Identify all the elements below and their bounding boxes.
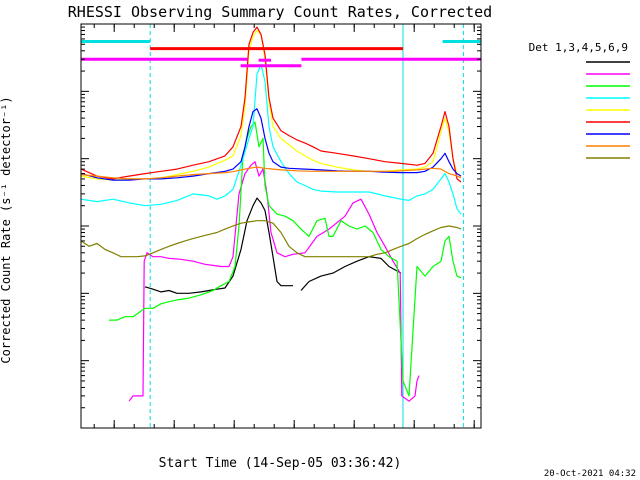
series-4-segment-0 [80,29,462,181]
plot-area [80,24,481,428]
series-6-segment-0 [80,108,462,181]
legend-title: Det 1,3,4,5,6,9 [529,41,628,54]
legend [586,61,630,159]
x-axis-label: Start Time (14-Sep-05 03:36:42) [159,456,402,471]
series-8-segment-0 [80,220,462,258]
y-axis-label: Corrected Count Rate (s⁻¹ detector⁻¹) [0,96,13,363]
series-0-segment-0 [144,197,293,294]
axes [80,23,482,429]
footer-date: 20-Oct-2021 04:32 [544,469,636,479]
series-0-segment-1 [300,256,402,291]
series-7-segment-0 [80,166,462,180]
series-1-segment-0 [128,161,420,402]
series-2-segment-0 [109,121,462,397]
chart-title: RHESSI Observing Summary Count Rates, Co… [68,3,492,21]
series-5-segment-0 [80,26,462,183]
series-3-segment-0 [80,63,462,215]
